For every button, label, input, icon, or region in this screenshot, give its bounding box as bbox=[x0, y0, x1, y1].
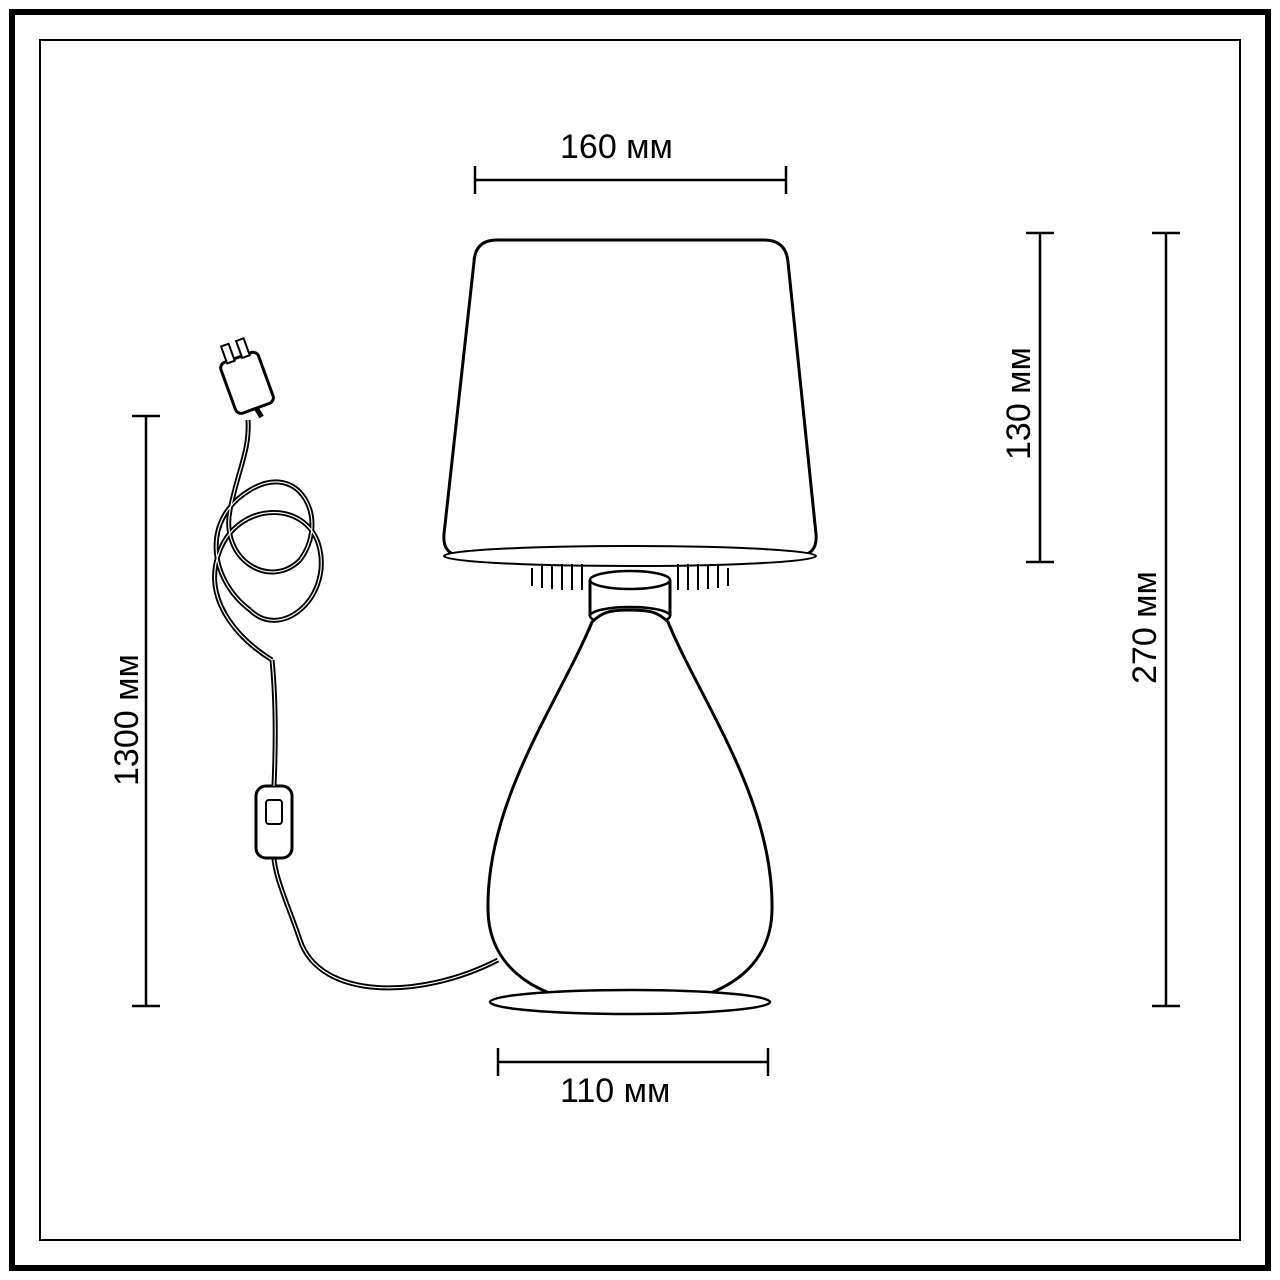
label-shade-width: 160 мм bbox=[560, 128, 673, 167]
lamp-shade bbox=[444, 240, 816, 556]
dim-shade-width bbox=[475, 166, 786, 194]
shade-bottom-edge bbox=[444, 546, 816, 566]
power-cord-main bbox=[273, 840, 498, 988]
label-total-height: 270 мм bbox=[1126, 571, 1165, 684]
collar-right bbox=[678, 564, 728, 590]
power-cord-main-inner bbox=[273, 840, 498, 988]
label-shade-height: 130 мм bbox=[1000, 347, 1039, 460]
cord-switch-button bbox=[266, 800, 282, 824]
lamp-base-edge bbox=[490, 990, 770, 1014]
diagram-stage: 160 мм 110 мм 130 мм 270 мм 1300 мм bbox=[0, 0, 1280, 1280]
cord-coil bbox=[215, 420, 322, 660]
power-plug bbox=[214, 336, 279, 425]
label-base-width: 110 мм bbox=[560, 1072, 670, 1111]
collar-left bbox=[532, 564, 582, 590]
neck-top bbox=[590, 571, 670, 589]
lamp-body bbox=[488, 610, 772, 1006]
label-cord-length: 1300 мм bbox=[108, 654, 147, 786]
